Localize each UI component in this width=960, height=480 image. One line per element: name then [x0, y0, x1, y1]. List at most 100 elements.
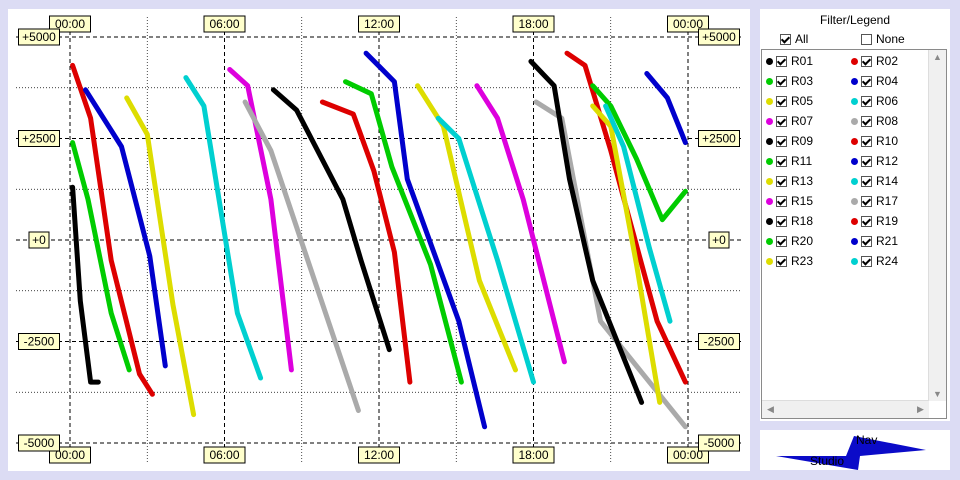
svg-text:+2500: +2500: [22, 132, 56, 146]
legend-checkbox-icon[interactable]: [776, 175, 787, 187]
series-line-r24[interactable]: [603, 103, 673, 324]
scroll-down-icon[interactable]: ▼: [933, 389, 942, 399]
series-line-r14[interactable]: [435, 115, 536, 385]
scroll-up-icon[interactable]: ▲: [933, 52, 942, 62]
scroll-right-icon[interactable]: ▶: [917, 404, 924, 414]
legend-checkbox-icon[interactable]: [861, 235, 872, 247]
legend-item-r08[interactable]: R08: [851, 113, 898, 129]
series-line-r17[interactable]: [533, 99, 688, 430]
legend-checkbox-icon[interactable]: [776, 255, 787, 267]
select-none-checkbox[interactable]: None: [861, 32, 905, 46]
legend-item-r15[interactable]: R15: [766, 193, 813, 209]
legend-item-r02[interactable]: R02: [851, 53, 898, 69]
legend-checkbox-icon[interactable]: [861, 115, 872, 127]
checkbox-icon: [780, 33, 791, 45]
legend-checkbox-icon[interactable]: [776, 135, 787, 147]
legend-checkbox-icon[interactable]: [861, 215, 872, 227]
legend-checkbox-icon[interactable]: [776, 75, 787, 87]
legend-item-r06[interactable]: R06: [851, 93, 898, 109]
legend-vertical-scrollbar[interactable]: ▲ ▼: [928, 50, 946, 401]
svg-text:+5000: +5000: [22, 30, 56, 44]
legend-item-r23[interactable]: R23: [766, 253, 813, 269]
chart-plot-area[interactable]: 00:00 00:00 06:00 06:00 12:00 12:00 18:00 18:00…: [8, 9, 750, 471]
legend-item-r19[interactable]: R19: [851, 213, 898, 229]
nav-studio-control[interactable]: Nav Studio: [760, 430, 950, 470]
legend-item-r07[interactable]: R07: [766, 113, 813, 129]
legend-item-r13[interactable]: R13: [766, 173, 813, 189]
studio-label: Studio: [810, 454, 845, 468]
legend-checkbox-icon[interactable]: [861, 255, 872, 267]
series-line-r23[interactable]: [590, 103, 663, 405]
legend-checkbox-icon[interactable]: [861, 195, 872, 207]
legend-checkbox-icon[interactable]: [776, 215, 787, 227]
series-line-r10[interactable]: [319, 99, 413, 385]
legend-item-r21[interactable]: R21: [851, 233, 898, 249]
legend-item-label: R01: [791, 54, 814, 68]
legend-checkbox-icon[interactable]: [776, 55, 787, 67]
legend-item-r03[interactable]: R03: [766, 73, 813, 89]
series-line-r02[interactable]: [70, 62, 155, 397]
legend-item-r01[interactable]: R01: [766, 53, 813, 69]
legend-item-r10[interactable]: R10: [851, 133, 898, 149]
legend-horizontal-scrollbar[interactable]: ◀ ▶: [762, 400, 929, 418]
series-line-r09[interactable]: [270, 87, 392, 353]
legend-item-label: R14: [876, 174, 899, 188]
series-line-r01[interactable]: [70, 184, 101, 385]
legend-item-r14[interactable]: R14: [851, 173, 898, 189]
legend-panel: Filter/Legend All None R01 R02 R03 R04 R05 R0…: [760, 9, 950, 421]
series-color-dot-icon: [766, 217, 773, 225]
x-tick-label-bottom: 12:00: [358, 446, 400, 464]
series-color-dot-icon: [851, 237, 858, 245]
legend-item-label: R08: [876, 114, 899, 128]
legend-checkbox-icon[interactable]: [776, 95, 787, 107]
legend-checkbox-icon[interactable]: [776, 115, 787, 127]
legend-item-r24[interactable]: R24: [851, 253, 898, 269]
legend-checkbox-icon[interactable]: [776, 155, 787, 167]
legend-item-r18[interactable]: R18: [766, 213, 813, 229]
legend-item-r09[interactable]: R09: [766, 133, 813, 149]
legend-item-r17[interactable]: R17: [851, 193, 898, 209]
series-line-r11[interactable]: [343, 79, 464, 385]
legend-item-r05[interactable]: R05: [766, 93, 813, 109]
legend-checkbox-icon[interactable]: [861, 135, 872, 147]
svg-text:12:00: 12:00: [364, 17, 394, 31]
scroll-left-icon[interactable]: ◀: [767, 404, 774, 414]
legend-item-r04[interactable]: R04: [851, 73, 898, 89]
svg-text:00:00: 00:00: [673, 448, 703, 462]
series-line-r03[interactable]: [70, 140, 132, 373]
series-line-r08[interactable]: [242, 99, 361, 413]
series-color-dot-icon: [851, 197, 858, 205]
series-line-r18[interactable]: [528, 58, 645, 405]
legend-checkbox-icon[interactable]: [861, 75, 872, 87]
series-line-r04[interactable]: [83, 87, 168, 369]
checkbox-icon: [861, 33, 872, 45]
select-all-checkbox[interactable]: All: [780, 32, 808, 46]
series-line-r07[interactable]: [227, 67, 294, 373]
y-tick-label-left: +0: [28, 231, 50, 249]
series-color-dot-icon: [851, 117, 858, 125]
legend-checkbox-icon[interactable]: [861, 95, 872, 107]
legend-item-label: R05: [791, 94, 814, 108]
series-color-dot-icon: [766, 57, 773, 65]
svg-text:+5000: +5000: [702, 30, 736, 44]
series-line-r20[interactable]: [590, 83, 688, 223]
svg-text:18:00: 18:00: [518, 448, 548, 462]
legend-item-r20[interactable]: R20: [766, 233, 813, 249]
series-line-r19[interactable]: [564, 50, 688, 385]
series-color-dot-icon: [766, 257, 773, 265]
legend-item-r11[interactable]: R11: [766, 153, 812, 169]
legend-checkbox-icon[interactable]: [861, 155, 872, 167]
y-tick-label-right: +0: [708, 231, 730, 249]
series-line-r13[interactable]: [415, 83, 518, 373]
series-line-r12[interactable]: [363, 50, 488, 430]
legend-item-r12[interactable]: R12: [851, 153, 898, 169]
legend-checkbox-icon[interactable]: [861, 175, 872, 187]
legend-checkbox-icon[interactable]: [861, 55, 872, 67]
legend-checkbox-icon[interactable]: [776, 235, 787, 247]
series-line-r05[interactable]: [124, 95, 197, 418]
series-line-r15[interactable]: [474, 83, 567, 365]
series-line-r21[interactable]: [644, 71, 688, 146]
series-line-r06[interactable]: [183, 75, 264, 381]
svg-text:00:00: 00:00: [55, 448, 85, 462]
legend-checkbox-icon[interactable]: [776, 195, 787, 207]
